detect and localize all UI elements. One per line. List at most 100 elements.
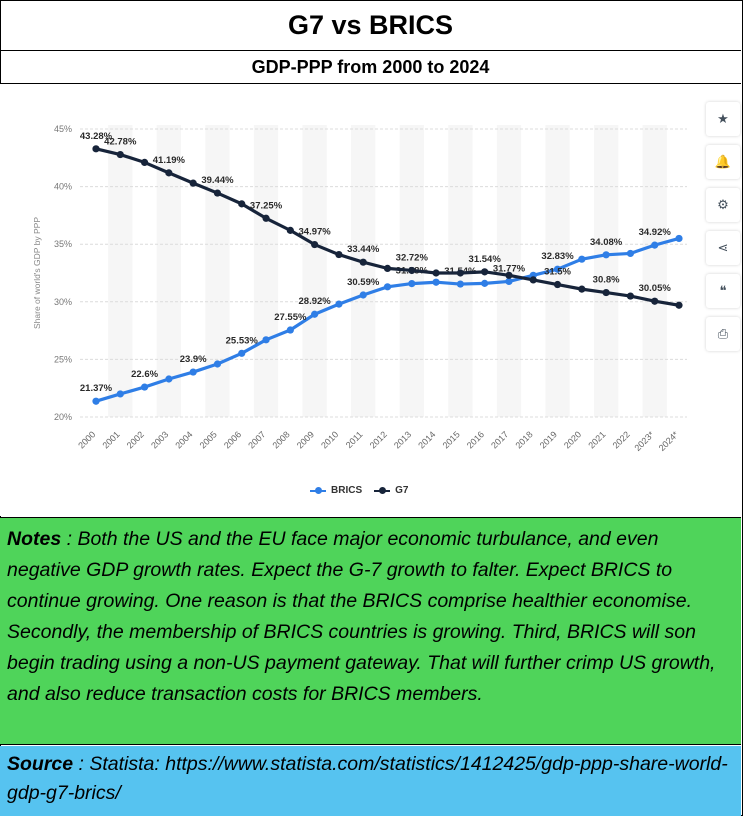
data-point-brics [311, 310, 319, 318]
gear-glyph: ⚙ [717, 197, 729, 213]
y-tick-label: 20% [54, 412, 72, 422]
source-lead: Source [7, 753, 74, 775]
x-tick-label: 2022 [611, 429, 632, 450]
x-tick-label: 2015 [441, 429, 462, 450]
legend-label-brics: BRICS [331, 485, 363, 496]
x-tick-label: 2024* [657, 429, 681, 453]
x-tick-label: 2008 [271, 429, 292, 450]
bell-icon[interactable]: 🔔 [706, 145, 740, 179]
source-text: : Statista: https://www.statista.com/sta… [7, 753, 728, 804]
data-label-brics: 28.92% [299, 296, 332, 307]
data-point-brics [335, 300, 343, 308]
data-point-brics [675, 234, 683, 243]
data-point-brics [359, 291, 367, 299]
data-point-g7 [529, 276, 537, 284]
data-point-brics [383, 283, 392, 291]
x-tick-label: 2020 [562, 429, 583, 450]
data-point-brics [140, 383, 149, 391]
data-label-g7: 32.72% [396, 252, 429, 263]
y-tick-label: 30% [54, 297, 72, 307]
data-label-g7: 43.28% [80, 131, 113, 142]
legend-swatch-g7 [374, 486, 391, 494]
data-point-brics [553, 265, 562, 273]
data-point-brics [651, 241, 659, 249]
data-point-g7 [286, 226, 294, 234]
data-label-g7: 31.5% [544, 267, 571, 278]
data-point-g7 [578, 285, 586, 293]
data-point-g7 [311, 240, 319, 249]
data-label-g7: 31.54% [469, 254, 502, 265]
band-23 [642, 125, 667, 417]
legend-item-brics[interactable]: BRICS [310, 485, 362, 496]
x-tick-label: 2010 [319, 429, 340, 450]
bell-glyph: 🔔 [714, 154, 732, 170]
gear-icon[interactable]: ⚙ [706, 188, 740, 222]
data-label-brics: 32.83% [541, 251, 574, 262]
data-point-brics [165, 375, 173, 383]
data-point-brics [481, 279, 489, 287]
data-point-g7 [213, 189, 222, 197]
band-17 [496, 125, 522, 417]
data-point-g7 [92, 145, 100, 153]
print-glyph: ⎙ [717, 326, 729, 342]
data-point-g7 [189, 179, 197, 187]
series-line-brics [95, 236, 680, 403]
quote-icon[interactable]: ❝ [706, 274, 740, 308]
star-icon[interactable]: ★ [706, 102, 740, 136]
page-subtitle: GDP-PPP from 2000 to 2024 [0, 51, 741, 84]
legend-swatch-brics [310, 486, 326, 494]
data-label-brics: 27.55% [274, 312, 307, 323]
data-label-g7: 33.44% [347, 244, 380, 255]
y-tick-label: 35% [54, 239, 72, 249]
data-point-g7 [626, 292, 635, 300]
data-point-brics [432, 278, 440, 286]
chart-toolbar: ★ 🔔 ⚙ ⋖ ❝ ⎙ [706, 102, 742, 360]
band-7 [253, 125, 279, 417]
print-icon[interactable]: ⎙ [706, 317, 740, 351]
x-tick-label: 2016 [465, 429, 486, 450]
x-tick-label: 2013 [392, 429, 413, 450]
data-point-g7 [262, 214, 270, 222]
data-label-g7: 30.8% [593, 275, 620, 286]
data-point-brics [602, 251, 610, 259]
x-tick-label: 2023* [632, 429, 656, 453]
x-tick-label: 2011 [344, 429, 365, 450]
y-tick-label: 25% [54, 354, 72, 364]
data-label-brics: 30.59% [347, 277, 380, 288]
data-point-g7 [481, 268, 489, 276]
legend-label-g7: G7 [395, 485, 409, 496]
data-point-g7 [165, 169, 173, 177]
chart-area: 20% 25% 30% 35% 40% 45% Share of world's GDP b… [0, 84, 741, 516]
x-tick-label: 2012 [368, 429, 389, 450]
data-label-g7: 30.05% [639, 283, 672, 294]
data-point-g7 [116, 150, 124, 159]
chart-legend: BRICS G7 [310, 485, 420, 496]
share-icon[interactable]: ⋖ [706, 231, 740, 265]
x-tick-label: 2004 [173, 429, 194, 450]
band-5 [205, 125, 230, 417]
data-label-g7: 42.78% [104, 137, 137, 148]
band-21 [593, 125, 619, 417]
page-title: G7 vs BRICS [0, 0, 741, 51]
legend-item-g7[interactable]: G7 [374, 485, 408, 496]
data-point-brics [286, 326, 294, 334]
y-tick-label: 40% [54, 182, 72, 192]
x-tick-label: 2007 [246, 429, 267, 450]
share-glyph: ⋖ [717, 240, 729, 256]
data-label-brics: 23.9% [180, 354, 207, 365]
data-point-brics [456, 280, 464, 288]
data-point-g7 [432, 269, 440, 277]
data-point-brics [578, 255, 586, 263]
data-point-brics [92, 397, 100, 405]
x-tick-label: 2009 [295, 429, 316, 450]
data-point-g7 [238, 200, 246, 208]
x-tick-label: 2021 [586, 429, 607, 450]
band-1 [108, 125, 133, 417]
data-point-g7 [553, 280, 562, 289]
notes-text: : Both the US and the EU face major econ… [7, 528, 716, 705]
data-label-brics: 31.77% [493, 263, 526, 274]
notes-panel: Notes : Both the US and the EU face majo… [0, 517, 741, 745]
data-point-brics [626, 249, 635, 258]
data-point-brics [238, 349, 246, 357]
data-label-g7: 37.25% [250, 200, 283, 211]
